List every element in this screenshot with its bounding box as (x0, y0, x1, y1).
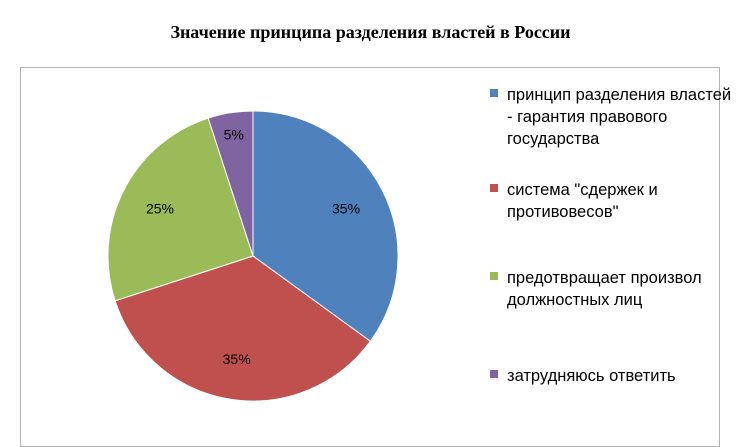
pie-slice-1 (252, 110, 399, 342)
pie-slice-2 (114, 255, 372, 402)
legend-swatch-4 (490, 370, 498, 378)
legend-swatch-2 (490, 184, 498, 192)
data-label-3: 25% (146, 201, 174, 217)
data-label-1: 35% (332, 201, 360, 217)
legend-label-4: затрудняюсь ответить (507, 367, 676, 385)
chart-title: Значение принципа разделения властей в Р… (170, 22, 571, 42)
legend-label-3: предотвращает произвол должностных лиц (507, 269, 702, 309)
pie-slice-3 (107, 117, 254, 302)
pie-chart: 35% 35% 25% 5% (107, 110, 399, 402)
legend-swatch-3 (490, 272, 498, 280)
legend-label-1: принцип разделения властей - гарантия пр… (507, 86, 732, 148)
legend-swatch-1 (490, 89, 498, 97)
pie-slice-4 (207, 110, 254, 257)
data-label-2: 35% (223, 351, 251, 367)
data-label-4: 5% (224, 126, 244, 142)
legend-label-2: система "сдержек и противовесов" (507, 181, 658, 221)
